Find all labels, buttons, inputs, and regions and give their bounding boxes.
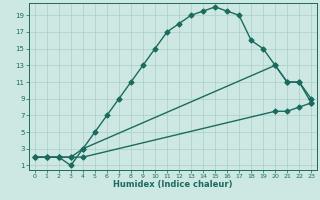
X-axis label: Humidex (Indice chaleur): Humidex (Indice chaleur) [113,180,233,189]
